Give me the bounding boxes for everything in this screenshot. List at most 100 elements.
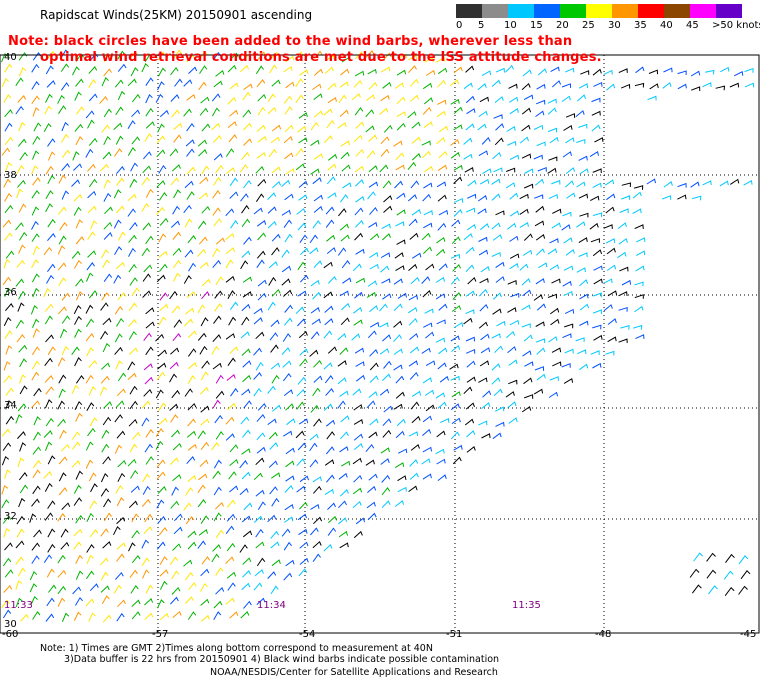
wind-barb (169, 457, 179, 465)
wind-barb (141, 539, 150, 549)
wind-barb (57, 245, 66, 255)
wind-barb (256, 79, 266, 88)
wind-barb (478, 194, 488, 202)
wind-barb (186, 93, 196, 101)
wind-barb (85, 304, 94, 314)
wind-barb (170, 177, 180, 186)
wind-barb (47, 151, 56, 161)
wind-barb (198, 149, 208, 157)
wind-barb (142, 222, 152, 231)
wind-barb (283, 219, 293, 228)
wind-barb (589, 222, 599, 230)
wind-barb (159, 109, 169, 118)
wind-barb (116, 430, 126, 439)
wind-barb (382, 418, 392, 427)
wind-barb (228, 134, 238, 143)
wind-barb (423, 97, 434, 105)
wind-barb (256, 432, 266, 441)
wind-barb (128, 347, 138, 355)
lat-label-36: 36 (4, 287, 17, 298)
wind-barb (479, 223, 490, 231)
wind-barb (71, 346, 80, 355)
wind-barb (284, 106, 293, 115)
wind-barb (226, 571, 237, 579)
wind-barb (257, 501, 266, 511)
wind-barb (159, 303, 169, 311)
lat-label-34: 34 (4, 400, 17, 411)
wind-barb (366, 400, 376, 409)
wind-barb (394, 180, 404, 189)
wind-barb (383, 195, 393, 203)
wind-barb (4, 569, 14, 578)
wind-barb (591, 124, 601, 132)
wind-barb (435, 392, 445, 399)
wind-barb (60, 528, 69, 538)
wind-barb (211, 442, 220, 451)
wind-barb (451, 305, 462, 312)
wind-barb (493, 114, 503, 119)
wind-barb (646, 178, 656, 185)
wind-barb (396, 418, 406, 427)
wind-barb (45, 190, 54, 199)
wind-barb (241, 316, 250, 326)
wind-barb (466, 348, 476, 354)
wind-barb (324, 375, 334, 384)
wind-barb (271, 497, 280, 507)
wind-barb (295, 430, 305, 439)
wind-barb (215, 529, 224, 539)
wind-barb (407, 161, 417, 171)
wind-barb (73, 484, 82, 494)
wind-barb (271, 124, 282, 132)
wind-barb (114, 246, 123, 255)
wind-barb (421, 276, 431, 284)
wind-barb (15, 580, 23, 590)
wind-barb (381, 233, 391, 241)
wind-barb (422, 415, 432, 423)
wind-barb (466, 223, 477, 231)
wind-barb (183, 79, 193, 87)
wind-barb (73, 541, 82, 550)
wind-barb (242, 530, 253, 538)
wind-barb (592, 168, 602, 174)
wind-barb (524, 168, 534, 174)
wind-barb (312, 177, 322, 185)
wind-barb (31, 555, 40, 564)
legend-label: 15 (530, 20, 543, 31)
wind-barb (213, 459, 222, 469)
wind-barb (354, 291, 364, 299)
wind-barb (551, 80, 562, 88)
wind-barb (16, 259, 26, 268)
wind-barb (298, 194, 308, 201)
wind-barb (593, 265, 603, 271)
wind-barb (242, 374, 252, 383)
wind-barb (127, 193, 137, 202)
wind-barb (116, 165, 125, 175)
wind-barb (408, 485, 418, 493)
wind-barb (481, 402, 491, 409)
wind-barb (477, 83, 487, 91)
wind-barb (131, 611, 141, 620)
wind-barb (3, 178, 11, 188)
wind-barb (169, 403, 179, 411)
wind-barb (466, 193, 477, 199)
wind-barb (186, 456, 196, 465)
wind-barb (227, 402, 237, 410)
wind-barb (198, 81, 207, 91)
wind-barb (354, 232, 364, 241)
wind-barb (522, 289, 532, 297)
wind-barb (438, 263, 448, 271)
wind-barb (466, 430, 476, 438)
wind-barb (31, 233, 40, 242)
wind-barb (115, 484, 124, 494)
wind-barb (45, 613, 55, 622)
wind-barb (145, 429, 154, 438)
wind-barb (365, 459, 375, 466)
wind-barb (115, 360, 123, 370)
wind-barb (478, 150, 488, 157)
wind-barb (338, 500, 347, 509)
wind-barb (283, 372, 292, 382)
wind-barb (47, 233, 56, 242)
wind-barb (241, 218, 251, 228)
wind-barb (479, 277, 489, 284)
wind-barb (495, 210, 505, 216)
